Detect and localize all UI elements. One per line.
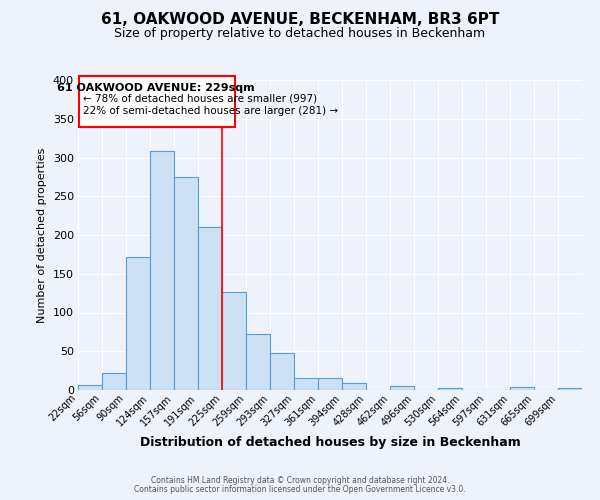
Bar (510, 387, 534, 390)
Bar (150, 152, 174, 390)
Bar (126, 256, 150, 390)
Bar (390, 386, 414, 390)
X-axis label: Distribution of detached houses by size in Beckenham: Distribution of detached houses by size … (140, 436, 520, 449)
Bar (294, 378, 318, 390)
FancyBboxPatch shape (79, 76, 235, 126)
Text: 61, OAKWOOD AVENUE, BECKENHAM, BR3 6PT: 61, OAKWOOD AVENUE, BECKENHAM, BR3 6PT (101, 12, 499, 28)
Bar (222, 292, 246, 390)
Bar (198, 227, 222, 390)
Bar (342, 383, 366, 390)
Bar (438, 388, 462, 390)
Text: 61 OAKWOOD AVENUE: 229sqm: 61 OAKWOOD AVENUE: 229sqm (57, 83, 255, 93)
Text: Contains HM Land Registry data © Crown copyright and database right 2024.: Contains HM Land Registry data © Crown c… (151, 476, 449, 485)
Text: ← 78% of detached houses are smaller (997): ← 78% of detached houses are smaller (99… (83, 94, 317, 104)
Bar (102, 373, 126, 390)
Y-axis label: Number of detached properties: Number of detached properties (37, 148, 47, 322)
Bar (558, 388, 582, 390)
Bar (318, 378, 342, 390)
Text: Contains public sector information licensed under the Open Government Licence v3: Contains public sector information licen… (134, 485, 466, 494)
Bar (174, 177, 198, 390)
Text: 22% of semi-detached houses are larger (281) →: 22% of semi-detached houses are larger (… (83, 106, 338, 116)
Bar (270, 353, 294, 390)
Bar (78, 384, 102, 390)
Text: Size of property relative to detached houses in Beckenham: Size of property relative to detached ho… (115, 28, 485, 40)
Bar (246, 334, 270, 390)
